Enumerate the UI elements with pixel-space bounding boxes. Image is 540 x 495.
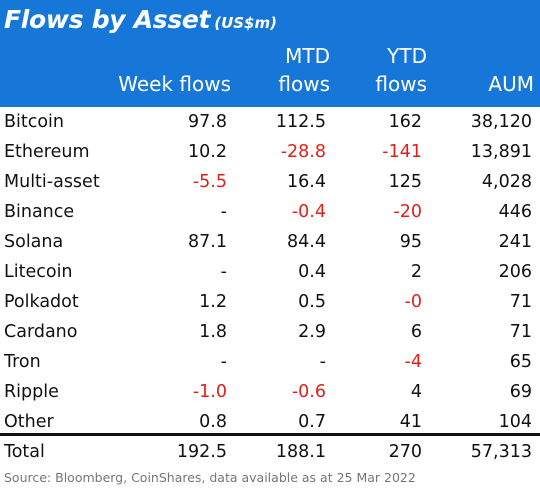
- column-header-mtd-flows: MTD flows: [278, 42, 330, 98]
- aum-value-cell: 13,891: [470, 142, 532, 162]
- aum-value-cell: 4,028: [481, 172, 532, 192]
- mtd-flows-cell: 0.4: [298, 262, 326, 282]
- asset-name-cell: Solana: [4, 232, 64, 252]
- table-row: Binance - -0.4 -20 446: [0, 197, 540, 227]
- title-text: Flows by Asset: [4, 5, 211, 34]
- mtd-flows-cell: -: [319, 352, 326, 372]
- aum-value-cell: 69: [509, 382, 532, 402]
- asset-name-cell: Polkadot: [4, 292, 79, 312]
- table-row: Polkadot 1.2 0.5 -0 71: [0, 287, 540, 317]
- week-flows-cell: 97.8: [188, 112, 227, 132]
- table-row: Solana 87.1 84.4 95 241: [0, 227, 540, 257]
- mtd-flows-cell: 2.9: [298, 322, 326, 342]
- aum-value-cell: 241: [498, 232, 532, 252]
- aum-value-cell: 71: [509, 322, 532, 342]
- week-flows-cell: 10.2: [188, 142, 227, 162]
- aum-value-cell: 38,120: [470, 112, 532, 132]
- aum-value-cell: 104: [498, 412, 532, 432]
- flows-table-body: Bitcoin 97.8 112.5 162 38,120 Ethereum 10.2 -28…: [0, 107, 540, 437]
- week-flows-cell: -: [220, 352, 227, 372]
- column-header-week-label: Week flows: [118, 72, 231, 96]
- mtd-flows-cell: 0.7: [298, 412, 326, 432]
- table-row: Ethereum 10.2 -28.8 -141 13,891: [0, 137, 540, 167]
- total-label: Total: [4, 442, 45, 462]
- week-flows-cell: -: [220, 202, 227, 222]
- column-header-mtd-line2: flows: [278, 72, 330, 96]
- aum-value-cell: 206: [498, 262, 532, 282]
- total-aum: 57,313: [470, 442, 532, 462]
- table-row: Cardano 1.8 2.9 6 71: [0, 317, 540, 347]
- asset-name-cell: Ethereum: [4, 142, 90, 162]
- ytd-flows-cell: 4: [410, 382, 422, 402]
- asset-name-cell: Binance: [4, 202, 75, 222]
- column-header-week-flows: Week flows: [118, 70, 231, 98]
- ytd-flows-cell: 125: [388, 172, 422, 192]
- table-header: Flows by Asset (US$m) Week flows MTD flow…: [0, 0, 540, 107]
- column-header-ytd-flows: YTD flows: [375, 42, 427, 98]
- aum-value-cell: 65: [509, 352, 532, 372]
- total-row: Total 192.5 188.1 270 57,313: [0, 437, 540, 467]
- mtd-flows-cell: -0.4: [291, 202, 326, 222]
- column-header-ytd-line2: flows: [375, 72, 427, 96]
- mtd-flows-cell: -28.8: [280, 142, 326, 162]
- table-row: Other 0.8 0.7 41 104: [0, 407, 540, 437]
- asset-name-cell: Cardano: [4, 322, 78, 342]
- asset-name-cell: Other: [4, 412, 54, 432]
- table-row: Multi-asset -5.5 16.4 125 4,028: [0, 167, 540, 197]
- ytd-flows-cell: 41: [399, 412, 422, 432]
- total-mtd-flows: 188.1: [275, 442, 326, 462]
- week-flows-cell: -5.5: [192, 172, 227, 192]
- table-row: Tron - - -4 65: [0, 347, 540, 377]
- page-title: Flows by Asset (US$m): [4, 4, 277, 36]
- asset-name-cell: Tron: [4, 352, 41, 372]
- ytd-flows-cell: 162: [388, 112, 422, 132]
- aum-value-cell: 71: [509, 292, 532, 312]
- mtd-flows-cell: 84.4: [287, 232, 326, 252]
- ytd-flows-cell: 95: [399, 232, 422, 252]
- aum-value-cell: 446: [498, 202, 532, 222]
- asset-name-cell: Ripple: [4, 382, 59, 402]
- source-note: Source: Bloomberg, CoinShares, data avai…: [4, 470, 416, 485]
- mtd-flows-cell: -0.6: [291, 382, 326, 402]
- mtd-flows-cell: 0.5: [298, 292, 326, 312]
- title-unit: (US$m): [214, 14, 277, 32]
- week-flows-cell: 87.1: [188, 232, 227, 252]
- week-flows-cell: 0.8: [199, 412, 227, 432]
- week-flows-cell: 1.2: [199, 292, 227, 312]
- week-flows-cell: -1.0: [192, 382, 227, 402]
- asset-name-cell: Litecoin: [4, 262, 73, 282]
- asset-name-cell: Multi-asset: [4, 172, 100, 192]
- week-flows-cell: 1.8: [199, 322, 227, 342]
- table-row: Bitcoin 97.8 112.5 162 38,120: [0, 107, 540, 137]
- ytd-flows-cell: -0: [404, 292, 422, 312]
- column-header-mtd-line1: MTD: [285, 44, 330, 68]
- asset-name-cell: Bitcoin: [4, 112, 65, 132]
- ytd-flows-cell: -141: [382, 142, 422, 162]
- total-week-flows: 192.5: [176, 442, 227, 462]
- total-ytd-flows: 270: [388, 442, 422, 462]
- ytd-flows-cell: -4: [404, 352, 422, 372]
- mtd-flows-cell: 16.4: [287, 172, 326, 192]
- week-flows-cell: -: [220, 262, 227, 282]
- column-header-aum: AUM: [488, 70, 534, 98]
- column-header-ytd-line1: YTD: [387, 44, 427, 68]
- ytd-flows-cell: -20: [393, 202, 422, 222]
- table-row: Litecoin - 0.4 2 206: [0, 257, 540, 287]
- ytd-flows-cell: 2: [410, 262, 422, 282]
- ytd-flows-cell: 6: [410, 322, 422, 342]
- total-divider: [0, 433, 540, 436]
- mtd-flows-cell: 112.5: [275, 112, 326, 132]
- table-row: Ripple -1.0 -0.6 4 69: [0, 377, 540, 407]
- column-header-aum-label: AUM: [488, 72, 534, 96]
